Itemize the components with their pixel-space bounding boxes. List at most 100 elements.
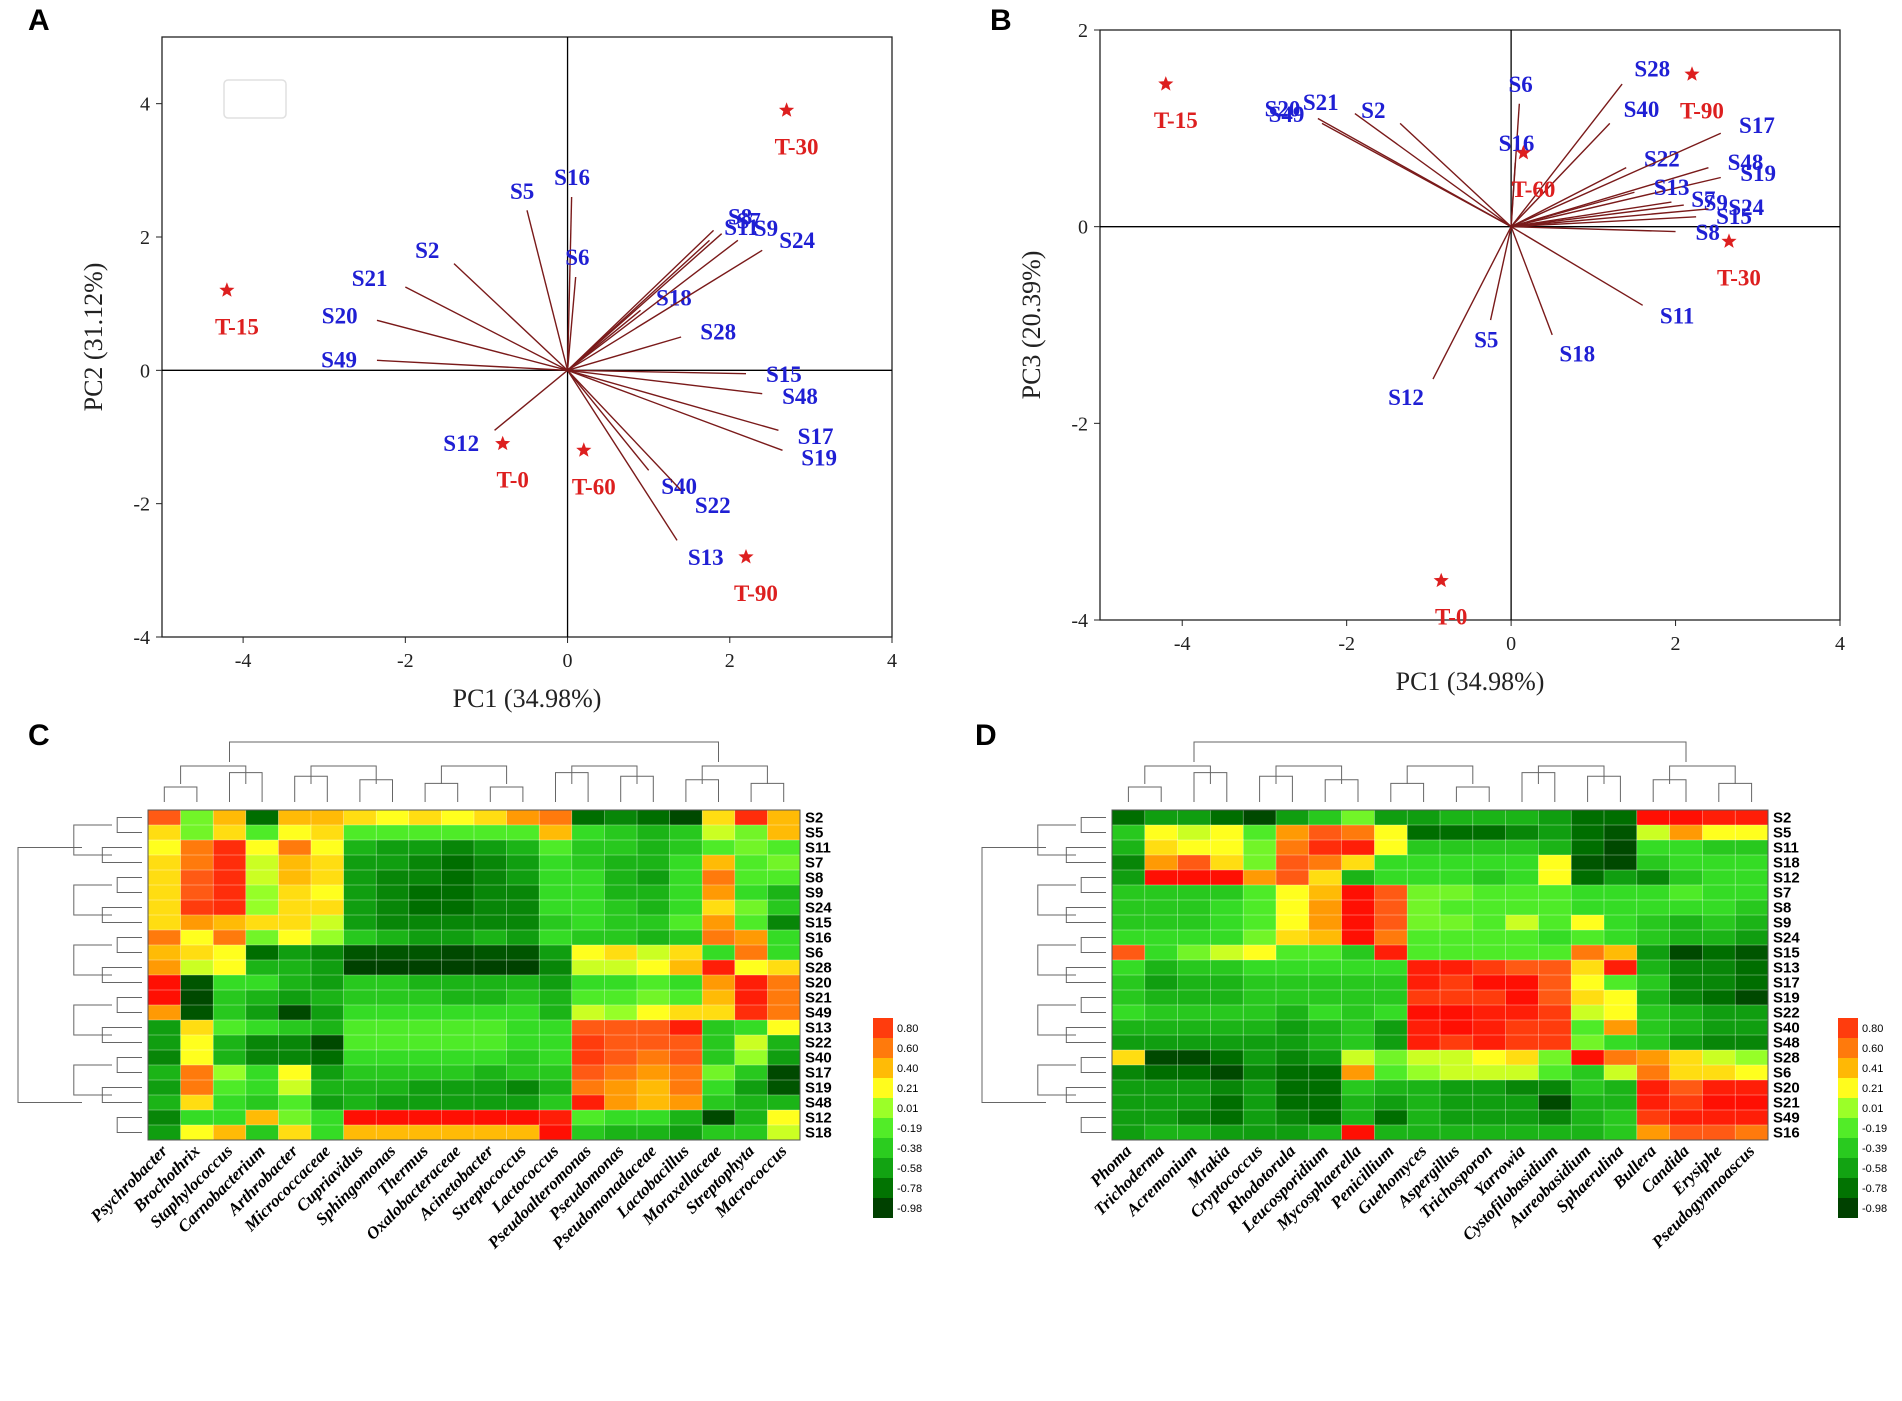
heatmap-cell <box>1374 959 1408 976</box>
panel-c-heatmap: C S2S5S11S7S8S9S24S15S16S6S28S20S21S49S13… <box>17 719 922 1254</box>
heatmap-cell <box>1144 839 1179 856</box>
heatmap-cell <box>1505 869 1540 886</box>
heatmap-cell <box>1308 914 1343 931</box>
heatmap-cell <box>1210 929 1244 946</box>
heatmap-cell <box>1636 1109 1671 1126</box>
loading-label: S48 <box>1728 150 1764 175</box>
loading-label: S48 <box>782 384 818 409</box>
heatmap-cell <box>310 1079 345 1096</box>
heatmap-cell <box>245 1034 280 1051</box>
heatmap-cell <box>375 1094 410 1111</box>
heatmap-cell <box>343 1019 377 1036</box>
heatmap-cell <box>1472 1019 1507 1036</box>
heatmap-cell <box>1702 1079 1736 1096</box>
heatmap-cell <box>767 959 801 976</box>
heatmap-cell <box>701 1079 736 1096</box>
heatmap-cell <box>180 914 214 931</box>
heatmap-cell <box>375 869 410 886</box>
heatmap-cell <box>212 899 247 916</box>
heatmap-cell <box>1177 1034 1212 1051</box>
row-label: S6 <box>805 945 823 962</box>
heatmap-cell <box>571 1004 606 1021</box>
row-dendrogram-branch <box>981 847 1046 1103</box>
loading-arrow <box>1510 226 1553 336</box>
heatmap-cell <box>1374 1064 1408 1081</box>
heatmap-cell <box>310 944 345 961</box>
heatmap-cell <box>1374 884 1408 901</box>
heatmap-cell <box>1374 1019 1408 1036</box>
heatmap-cell <box>1702 1109 1736 1126</box>
heatmap-cell <box>1505 1049 1540 1066</box>
heatmap-cell <box>1636 824 1671 841</box>
heatmap-cell <box>212 929 247 946</box>
heatmap-cell <box>506 1004 540 1021</box>
legend-label: -0.98 <box>1862 1203 1887 1215</box>
heatmap-cell <box>375 959 410 976</box>
heatmap-cell <box>1570 809 1605 826</box>
heatmap-cell <box>1144 944 1179 961</box>
heatmap-cell <box>278 1109 312 1126</box>
heatmap-cell <box>538 1124 573 1141</box>
heatmap-cell <box>1734 809 1769 826</box>
heatmap-cell <box>180 959 214 976</box>
heatmap-cell <box>538 1049 573 1066</box>
heatmap-cell <box>1669 1034 1704 1051</box>
heatmap-cell <box>767 1034 801 1051</box>
heatmap-cell <box>1406 824 1441 841</box>
heatmap-cell <box>538 1034 573 1051</box>
heatmap-cell <box>1603 1049 1638 1066</box>
row-dendrogram-branch <box>116 1117 142 1133</box>
loading-arrow <box>1510 176 1721 228</box>
heatmap-cell <box>1439 959 1474 976</box>
heatmap-cell <box>669 1004 703 1021</box>
heatmap-cell <box>1210 1004 1244 1021</box>
loading-arrow <box>1354 113 1512 228</box>
heatmap-cell <box>1144 989 1179 1006</box>
heatmap-cell <box>1472 959 1507 976</box>
column-dendrogram-branch <box>1275 765 1343 784</box>
heatmap-cell <box>1734 989 1769 1006</box>
heatmap-cell <box>1308 884 1343 901</box>
heatmap-cell <box>1177 944 1212 961</box>
heatmap-cell <box>245 1064 280 1081</box>
heatmap-cell <box>212 944 247 961</box>
heatmap-cell <box>310 1004 345 1021</box>
heatmap-cell <box>408 1109 443 1126</box>
heatmap-cell <box>506 884 540 901</box>
heatmap-cell <box>1275 1064 1310 1081</box>
heatmap-cell <box>1111 944 1146 961</box>
row-dendrogram-branch <box>1080 877 1106 893</box>
heatmap-cell <box>734 974 769 991</box>
heatmap-cell <box>278 974 312 991</box>
heatmap-cell <box>538 944 573 961</box>
heatmap-cell <box>1505 929 1540 946</box>
legend-label: -0.58 <box>897 1163 922 1175</box>
heatmap-cell <box>1308 854 1343 871</box>
heatmap-cell <box>441 1019 475 1036</box>
heatmap-cell <box>441 854 475 871</box>
observation-label: T-15 <box>1154 108 1198 133</box>
heatmap-cell <box>408 1124 443 1141</box>
heatmap-cell <box>1111 914 1146 931</box>
heatmap-cell <box>506 1109 540 1126</box>
heatmap-cell <box>1538 1004 1572 1021</box>
heatmap-cell <box>506 839 540 856</box>
heatmap-cell <box>212 1109 247 1126</box>
heatmap-cell <box>1570 839 1605 856</box>
heatmap-cell <box>245 1004 280 1021</box>
row-label: S48 <box>805 1095 832 1112</box>
loading-label: S7 <box>1691 187 1715 212</box>
heatmap-cell <box>1702 1004 1736 1021</box>
x-tick-label: 0 <box>563 650 573 672</box>
heatmap-cell <box>1341 1019 1376 1036</box>
heatmap-cell <box>1144 1109 1179 1126</box>
panel-a-biplot: A -4 -2 0 2 4 -4 -2 0 2 4 PC1 (34.98%) PC2 (31.12%) S… <box>28 4 897 713</box>
heatmap-cell <box>1275 1124 1310 1141</box>
heatmap-cell <box>1702 809 1736 826</box>
heatmap-cell <box>1439 854 1474 871</box>
heatmap-cell <box>1144 1049 1179 1066</box>
heatmap-cell <box>473 959 508 976</box>
loading-arrow <box>567 369 763 395</box>
heatmap-cell <box>1177 854 1212 871</box>
heatmap-cell <box>604 944 638 961</box>
